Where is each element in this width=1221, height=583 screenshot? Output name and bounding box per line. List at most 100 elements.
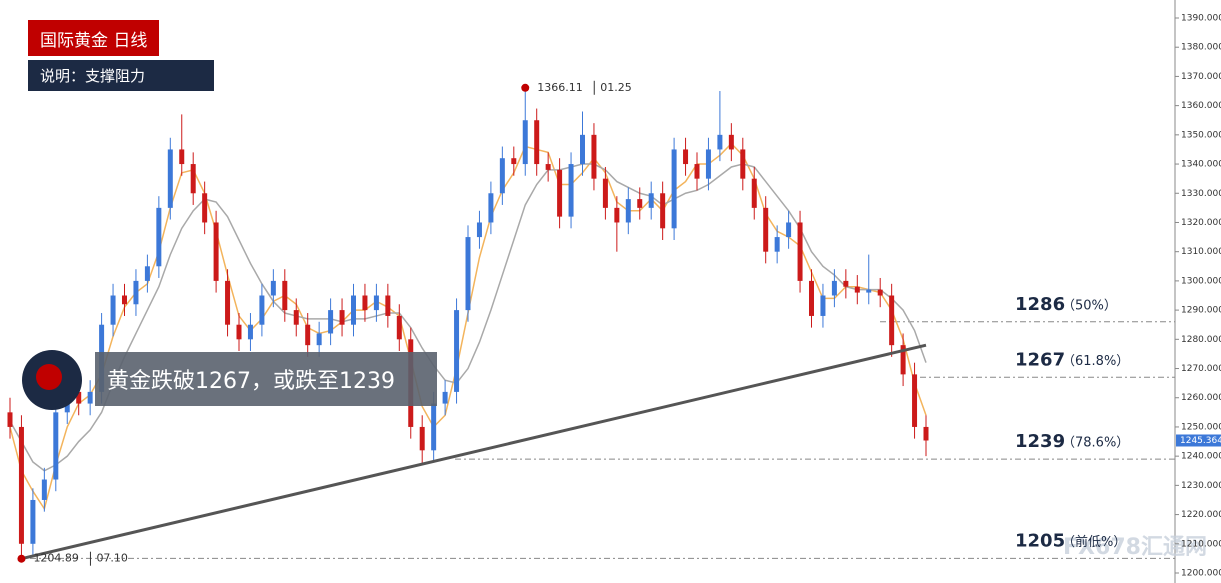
candle-body bbox=[362, 295, 368, 311]
candle-body bbox=[202, 193, 208, 223]
candle-body bbox=[637, 199, 643, 208]
candle-body bbox=[431, 403, 437, 451]
subtitle-box: 说明：支撑阻力 bbox=[28, 60, 214, 91]
candle-body bbox=[843, 280, 849, 287]
title-box: 国际黄金 日线 bbox=[28, 20, 160, 56]
level-note: （78.6%） bbox=[1062, 436, 1129, 451]
annotation-value: 1204.89 bbox=[33, 552, 78, 565]
annotation-dot bbox=[521, 83, 530, 92]
trendline bbox=[21, 343, 927, 561]
title: 国际黄金 日线 bbox=[40, 30, 148, 51]
candle-body bbox=[476, 222, 482, 238]
candle-body bbox=[557, 169, 563, 217]
candle-body bbox=[786, 222, 792, 238]
candle-body bbox=[87, 391, 93, 404]
annotation-date: 01.25 bbox=[600, 81, 632, 94]
candle-body bbox=[866, 289, 872, 293]
candle-body bbox=[236, 324, 242, 340]
candle-body bbox=[728, 134, 734, 150]
candle-body bbox=[671, 149, 677, 229]
candle-body bbox=[305, 324, 311, 346]
last-price-label: 1245.364 bbox=[1180, 436, 1221, 446]
level-note: （50%） bbox=[1062, 298, 1117, 313]
candle-body bbox=[270, 280, 276, 296]
y-tick-label: 1230.000 bbox=[1181, 481, 1221, 491]
candle-body bbox=[110, 295, 116, 325]
candle-body bbox=[683, 149, 689, 165]
candle-body bbox=[247, 324, 253, 340]
candle-body bbox=[923, 426, 929, 441]
logo-inner bbox=[36, 364, 62, 390]
candle-body bbox=[259, 295, 265, 325]
candle-body bbox=[41, 479, 47, 500]
y-tick-label: 1200.000 bbox=[1181, 568, 1221, 578]
candle-body bbox=[648, 193, 654, 208]
level-label: 1267 bbox=[1015, 349, 1065, 370]
candle-body bbox=[912, 374, 918, 427]
y-tick-label: 1320.000 bbox=[1181, 218, 1221, 228]
candle-body bbox=[522, 120, 528, 165]
ma-line bbox=[9, 163, 927, 472]
candle-body bbox=[591, 134, 597, 179]
candle-body bbox=[534, 120, 540, 165]
candle-body bbox=[442, 391, 448, 404]
candle-body bbox=[705, 149, 711, 179]
candle-body bbox=[545, 164, 551, 170]
y-tick-label: 1250.000 bbox=[1181, 422, 1221, 432]
candle-body bbox=[580, 134, 585, 165]
annotation-dot bbox=[17, 554, 26, 563]
candle-body bbox=[7, 412, 13, 427]
candle-body bbox=[568, 164, 574, 217]
candle-body bbox=[30, 499, 36, 544]
candle-body bbox=[167, 149, 173, 208]
candle-body bbox=[339, 310, 345, 325]
candle-body bbox=[511, 158, 517, 165]
candle-body bbox=[625, 199, 631, 223]
candle-body bbox=[385, 295, 391, 316]
candle-body bbox=[465, 237, 471, 311]
candle-body bbox=[454, 310, 460, 392]
callout-text: 黄金跌破1267，或跌至1239 bbox=[107, 369, 395, 394]
y-tick-label: 1270.000 bbox=[1181, 364, 1221, 374]
y-tick-label: 1310.000 bbox=[1181, 247, 1221, 257]
candle-body bbox=[488, 193, 494, 223]
candle-body bbox=[213, 222, 219, 281]
candle-body bbox=[328, 310, 334, 334]
y-tick-label: 1220.000 bbox=[1181, 510, 1221, 520]
candle-body bbox=[76, 391, 82, 404]
level-note: （前低%） bbox=[1062, 534, 1126, 550]
candle-body bbox=[419, 426, 425, 451]
candle-body bbox=[122, 295, 127, 305]
level-label: 1286 bbox=[1015, 294, 1065, 315]
level-note: （61.8%） bbox=[1062, 354, 1129, 369]
y-tick-label: 1280.000 bbox=[1181, 335, 1221, 345]
candle-body bbox=[225, 280, 231, 325]
candle-body bbox=[53, 412, 59, 480]
y-tick-label: 1350.000 bbox=[1181, 130, 1221, 140]
candle-body bbox=[144, 266, 150, 281]
y-tick-label: 1300.000 bbox=[1181, 276, 1221, 286]
candle-body bbox=[293, 310, 299, 325]
callout: 黄金跌破1267，或跌至1239 bbox=[95, 352, 437, 406]
y-tick-label: 1290.000 bbox=[1181, 306, 1221, 316]
y-tick-label: 1240.000 bbox=[1181, 452, 1221, 462]
annotation-date: 07.10 bbox=[96, 552, 128, 565]
candle-body bbox=[820, 295, 826, 316]
y-tick-label: 1330.000 bbox=[1181, 189, 1221, 199]
candle-body bbox=[763, 207, 769, 252]
candle-body bbox=[854, 286, 860, 293]
last-price-tag bbox=[1176, 434, 1221, 447]
logo bbox=[22, 350, 82, 410]
candle-body bbox=[774, 237, 780, 252]
candle-body bbox=[831, 280, 837, 296]
y-tick-label: 1360.000 bbox=[1181, 101, 1221, 111]
candle-body bbox=[877, 289, 883, 296]
candle-body bbox=[190, 164, 196, 194]
candle-body bbox=[660, 193, 666, 229]
level-label: 1239 bbox=[1015, 431, 1065, 452]
candle-body bbox=[18, 426, 24, 544]
candle-body bbox=[751, 178, 757, 208]
candle-body bbox=[889, 295, 895, 346]
